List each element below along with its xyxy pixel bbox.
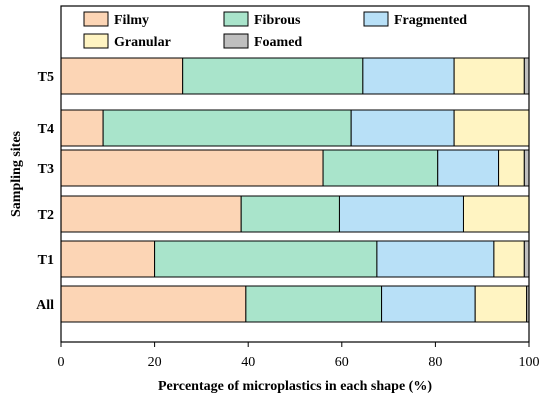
legend-swatch-fibrous [223, 11, 249, 27]
y-axis-label: Sampling sites [9, 130, 24, 217]
bar-segment-t4-granular [453, 109, 530, 147]
y-tick-label-t4: T4 [38, 122, 54, 137]
bar-segment-all-fibrous [245, 285, 383, 323]
bar-segment-t3-fragmented [437, 149, 500, 187]
legend-swatch-filmy [83, 11, 109, 27]
bar-segment-t3-filmy [60, 149, 324, 187]
legend-swatch-fragmented [363, 11, 389, 27]
bar-segment-t5-filmy [60, 57, 184, 95]
legend-label-foamed: Foamed [254, 35, 302, 50]
x-tick-label-60: 60 [335, 355, 349, 370]
bar-segment-t3-granular [498, 149, 525, 187]
y-tick-label-all: All [36, 298, 54, 313]
x-tick-label-40: 40 [241, 355, 255, 370]
legend-label-granular: Granular [114, 35, 171, 50]
x-axis: 0 20 40 60 80 100 [58, 342, 540, 370]
bar-segment-t3-foamed [523, 149, 530, 187]
bar-segment-t5-foamed [523, 57, 530, 95]
bar-segment-t1-granular [493, 240, 525, 278]
y-tick-label-t2: T2 [38, 208, 54, 223]
bar-segment-t1-foamed [523, 240, 530, 278]
bar-segment-t4-filmy [60, 109, 104, 147]
bar-segment-t2-fragmented [338, 195, 464, 233]
bar-segment-all-filmy [60, 285, 247, 323]
y-tick-label-t5: T5 [38, 70, 54, 85]
plot-frame [60, 5, 530, 343]
x-axis-label: Percentage of microplastics in each shap… [158, 379, 432, 394]
bar-segment-t1-filmy [60, 240, 156, 278]
bar-segment-t2-granular [462, 195, 530, 233]
bar-segment-all-fragmented [381, 285, 476, 323]
bar-segment-t5-granular [453, 57, 525, 95]
y-tick-label-t1: T1 [38, 253, 54, 268]
bar-segment-t5-fragmented [362, 57, 455, 95]
legend-swatch-granular [83, 33, 109, 49]
bar-segment-t3-fibrous [322, 149, 439, 187]
x-tick-label-0: 0 [58, 355, 65, 370]
legend-label-fibrous: Fibrous [254, 13, 301, 28]
y-axis: T5 T4 T3 T2 T1 All [36, 70, 54, 313]
bar-segment-t2-fibrous [240, 195, 340, 233]
x-tick-label-20: 20 [148, 355, 162, 370]
legend-label-fragmented: Fragmented [394, 13, 467, 28]
bar-segment-t2-filmy [60, 195, 242, 233]
bar-segment-t4-fragmented [350, 109, 455, 147]
bars-layer [60, 57, 530, 323]
legend: Filmy Fibrous Fragmented Granular Foamed [83, 11, 467, 50]
legend-swatch-foamed [223, 33, 249, 49]
x-tick-label-100: 100 [519, 355, 540, 370]
bar-segment-t5-fibrous [182, 57, 364, 95]
bar-segment-all-granular [474, 285, 528, 323]
y-tick-label-t3: T3 [38, 162, 54, 177]
bar-segment-t1-fibrous [154, 240, 378, 278]
x-tick-label-80: 80 [428, 355, 442, 370]
bar-segment-t1-fragmented [376, 240, 495, 278]
bar-segment-t4-fibrous [102, 109, 352, 147]
legend-label-filmy: Filmy [114, 13, 149, 28]
